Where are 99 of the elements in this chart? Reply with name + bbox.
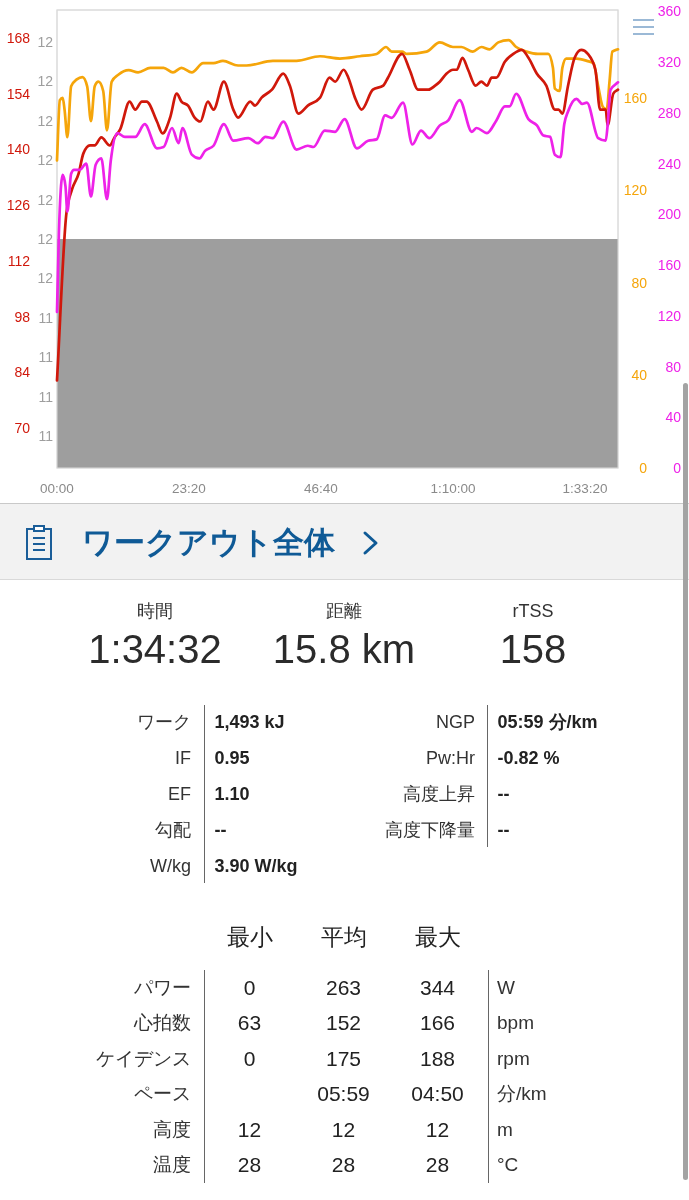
- text: 05:59: [317, 1082, 370, 1106]
- text: 158: [499, 626, 567, 673]
- text: 時間: [137, 599, 173, 623]
- y3-tick-label: 160: [657, 257, 682, 274]
- text: 高度上昇: [403, 782, 475, 806]
- y-tick-label: 70: [14, 420, 31, 437]
- text: 12: [331, 1117, 356, 1141]
- y-tick-label: 126: [6, 197, 31, 214]
- text: --: [497, 782, 510, 806]
- text: 3.90 W/kg: [214, 854, 298, 878]
- category-label: 心拍数: [134, 1012, 191, 1034]
- text: 263: [325, 976, 362, 999]
- text: 0: [243, 976, 256, 999]
- category-label: 高度: [153, 1118, 191, 1140]
- category-label: ペース: [134, 1083, 191, 1105]
- text: W/kg: [149, 854, 191, 878]
- y-tick-label: 12: [37, 152, 54, 169]
- y-tick-label: 11: [38, 349, 54, 366]
- text: 152: [325, 1011, 362, 1035]
- text: ワーク: [137, 710, 191, 734]
- y-tick-label: 12: [37, 73, 54, 90]
- y-tick-label: 11: [38, 428, 54, 445]
- y-tick-label: 11: [38, 388, 54, 405]
- text: 高度下降量: [385, 818, 475, 842]
- text: 344: [419, 976, 456, 999]
- y3-tick-label: 120: [657, 307, 682, 324]
- y2-tick-label: 40: [631, 367, 648, 384]
- text: 1,493 kJ: [214, 710, 285, 734]
- line-series: [55, 48, 620, 382]
- y3-tick-label: 360: [657, 3, 682, 20]
- y2-tick-label: 160: [623, 89, 648, 106]
- y-tick-label: 84: [14, 364, 31, 381]
- x-tick-label: 23:20: [172, 480, 206, 496]
- category-label: パワー: [134, 977, 191, 998]
- category-label: 最大: [415, 922, 461, 952]
- text: 166: [419, 1011, 456, 1035]
- y-tick-label: 168: [6, 29, 31, 46]
- text: NGP: [435, 710, 475, 734]
- text: 63: [237, 1011, 262, 1035]
- text: ワークアウト全体: [82, 523, 335, 562]
- text: 12: [425, 1117, 450, 1141]
- text: 28: [331, 1153, 356, 1176]
- y-tick-label: 11: [38, 309, 54, 326]
- y-tick-label: 112: [7, 252, 31, 269]
- category-label: W: [497, 977, 515, 998]
- text: 04:50: [411, 1082, 464, 1106]
- x-tick-label: 00:00: [40, 480, 74, 496]
- line-series: [55, 38, 620, 162]
- y-tick-label: 98: [14, 308, 31, 325]
- text: 距離: [326, 599, 362, 623]
- category-label: 温度: [153, 1154, 191, 1175]
- y2-tick-label: 0: [639, 460, 648, 476]
- text: Pw:Hr: [426, 746, 475, 770]
- y3-tick-label: 240: [657, 155, 682, 172]
- y3-tick-label: 80: [665, 358, 682, 375]
- text: 1.10: [214, 782, 250, 806]
- text: 0: [243, 1046, 256, 1070]
- text: --: [214, 818, 227, 842]
- y3-tick-label: 40: [665, 409, 682, 426]
- category-label: bpm: [497, 1012, 534, 1034]
- text: 28: [237, 1153, 262, 1176]
- text: EF: [167, 782, 191, 806]
- category-label: m: [497, 1118, 513, 1140]
- y-tick-label: 12: [37, 191, 54, 208]
- text: 05:59 分/km: [497, 710, 598, 734]
- y-tick-label: 154: [6, 85, 31, 102]
- text: 0.95: [214, 746, 250, 770]
- text: IF: [175, 746, 191, 770]
- x-tick-label: 1:10:00: [430, 480, 476, 496]
- text: 12: [237, 1117, 262, 1141]
- y-tick-label: 12: [37, 270, 54, 287]
- y3-tick-label: 320: [657, 54, 682, 71]
- y-tick-label: 12: [37, 112, 54, 129]
- y2-tick-label: 120: [623, 182, 648, 199]
- category-label: ケイデンス: [96, 1047, 191, 1069]
- y-tick-label: 140: [6, 141, 31, 158]
- category-label: rpm: [497, 1047, 530, 1069]
- text: 28: [425, 1153, 450, 1176]
- category-label: 平均: [321, 922, 367, 952]
- x-tick-label: 1:33:20: [562, 480, 608, 496]
- y3-tick-label: 200: [657, 206, 682, 223]
- y-tick-label: 12: [37, 231, 54, 247]
- text: 175: [325, 1046, 362, 1070]
- x-tick-label: 46:40: [304, 480, 338, 496]
- y3-tick-label: 280: [657, 104, 682, 121]
- category-label: 分/km: [497, 1083, 547, 1105]
- y3-tick-label: 0: [673, 460, 682, 476]
- text: rTSS: [512, 599, 554, 623]
- text: 188: [419, 1046, 456, 1070]
- category-label: 最小: [227, 922, 273, 952]
- text: 勾配: [155, 818, 191, 842]
- text: 1:34:32: [88, 626, 222, 673]
- text: --: [497, 818, 510, 842]
- text: -0.82 %: [497, 746, 560, 770]
- y-tick-label: 12: [37, 33, 54, 50]
- y2-tick-label: 80: [631, 274, 648, 291]
- text: 15.8 km: [272, 626, 416, 673]
- line-series: [55, 80, 620, 314]
- category-label: °C: [497, 1154, 519, 1175]
